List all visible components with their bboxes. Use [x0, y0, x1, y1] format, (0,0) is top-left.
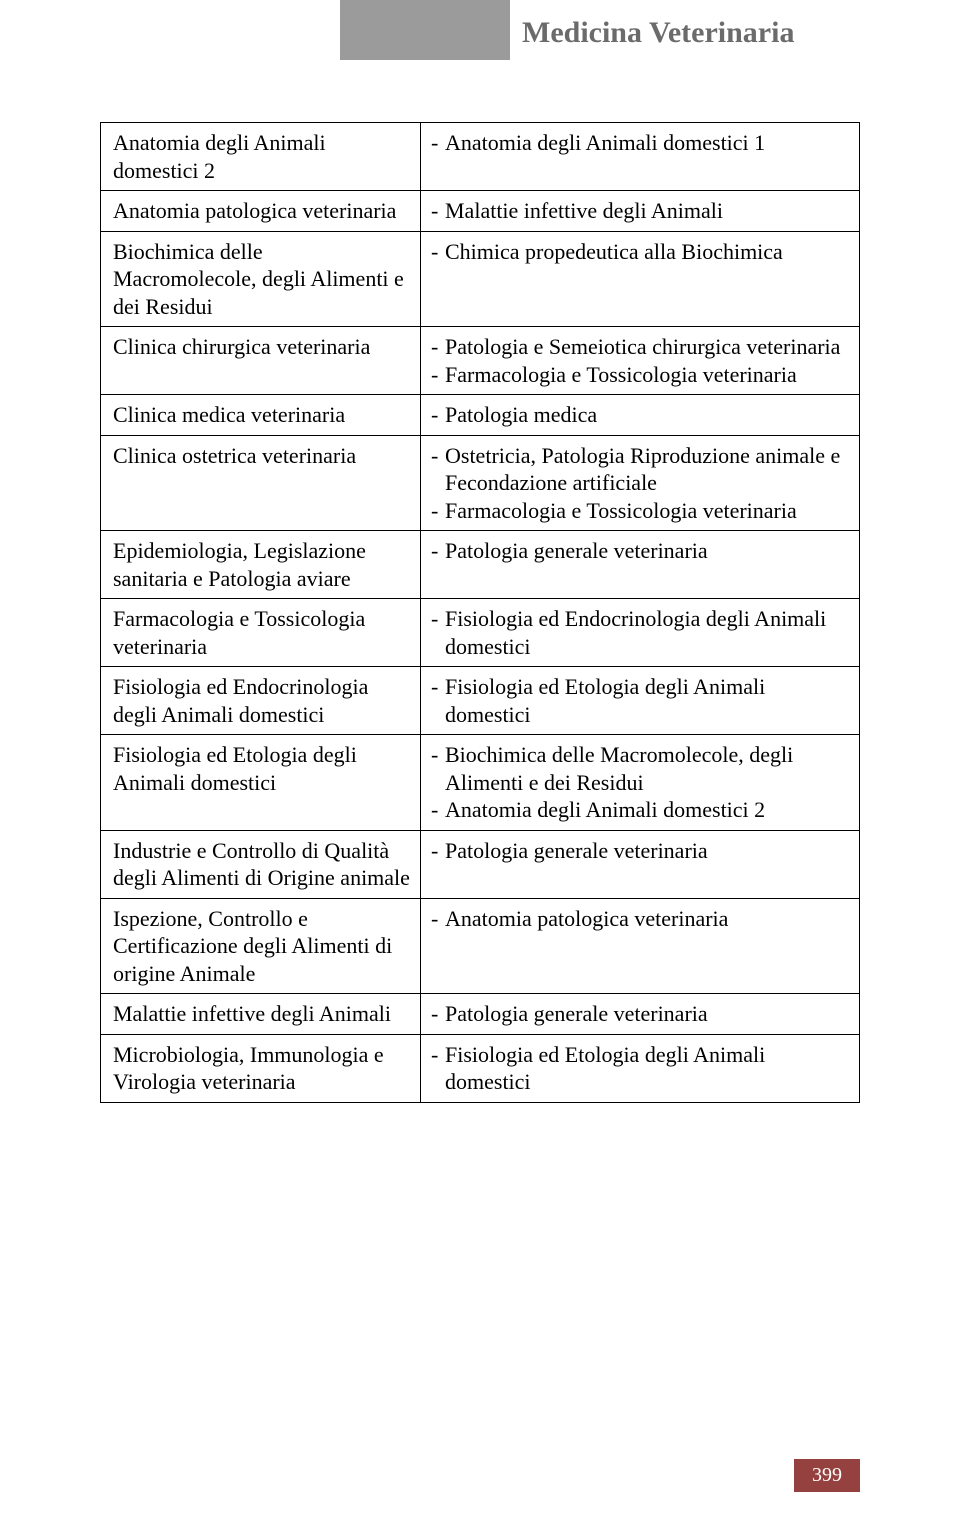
- prerequisite-item: -Biochimica delle Macromolecole, degli A…: [431, 741, 847, 796]
- table-row: Microbiologia, Immunologia e Virologia v…: [101, 1035, 859, 1102]
- prerequisite-cell: -Fisiologia ed Endocrinologia degli Anim…: [421, 599, 859, 666]
- prerequisite-item: -Patologia generale veterinaria: [431, 837, 847, 865]
- prerequisite-cell: -Patologia generale veterinaria: [421, 531, 859, 598]
- prerequisite-text: Fisiologia ed Endocrinologia degli Anima…: [445, 605, 847, 660]
- prerequisite-cell: -Malattie infettive degli Animali: [421, 191, 859, 231]
- prerequisite-text: Fisiologia ed Etologia degli Animali dom…: [445, 673, 847, 728]
- header-region: Medicina Veterinaria: [0, 0, 960, 80]
- prerequisite-cell: -Ostetricia, Patologia Riproduzione anim…: [421, 436, 859, 531]
- prerequisite-text: Patologia e Semeiotica chirurgica veteri…: [445, 333, 847, 361]
- prerequisite-item: -Fisiologia ed Endocrinologia degli Anim…: [431, 605, 847, 660]
- dash-icon: -: [431, 497, 445, 525]
- table-row: Anatomia patologica veterinaria-Malattie…: [101, 191, 859, 232]
- dash-icon: -: [431, 537, 445, 565]
- table-row: Fisiologia ed Endocrinologia degli Anima…: [101, 667, 859, 735]
- prerequisite-item: -Farmacologia e Tossicologia veterinaria: [431, 497, 847, 525]
- page-number: 399: [794, 1459, 860, 1492]
- table-row: Clinica chirurgica veterinaria-Patologia…: [101, 327, 859, 395]
- table-row: Clinica medica veterinaria-Patologia med…: [101, 395, 859, 436]
- dash-icon: -: [431, 905, 445, 933]
- dash-icon: -: [431, 442, 445, 497]
- prerequisite-item: -Farmacologia e Tossicologia veterinaria: [431, 361, 847, 389]
- prerequisite-item: -Fisiologia ed Etologia degli Animali do…: [431, 1041, 847, 1096]
- prerequisites-table: Anatomia degli Animali domestici 2-Anato…: [100, 122, 860, 1103]
- table-row: Fisiologia ed Etologia degli Animali dom…: [101, 735, 859, 831]
- subject-cell: Malattie infettive degli Animali: [101, 994, 421, 1034]
- dash-icon: -: [431, 401, 445, 429]
- prerequisite-item: -Malattie infettive degli Animali: [431, 197, 847, 225]
- subject-cell: Clinica ostetrica veterinaria: [101, 436, 421, 531]
- prerequisite-text: Anatomia degli Animali domestici 2: [445, 796, 847, 824]
- dash-icon: -: [431, 238, 445, 266]
- dash-icon: -: [431, 129, 445, 157]
- subject-cell: Clinica chirurgica veterinaria: [101, 327, 421, 394]
- prerequisite-cell: -Chimica propedeutica alla Biochimica: [421, 232, 859, 327]
- subject-cell: Farmacologia e Tossicologia veterinaria: [101, 599, 421, 666]
- subject-cell: Industrie e Controllo di Qualità degli A…: [101, 831, 421, 898]
- subject-cell: Ispezione, Controllo e Certificazione de…: [101, 899, 421, 994]
- prerequisite-cell: -Anatomia patologica veterinaria: [421, 899, 859, 994]
- dash-icon: -: [431, 605, 445, 660]
- page-title: Medicina Veterinaria: [522, 16, 794, 50]
- subject-cell: Anatomia degli Animali domestici 2: [101, 123, 421, 190]
- prerequisite-item: -Anatomia patologica veterinaria: [431, 905, 847, 933]
- prerequisite-cell: -Fisiologia ed Etologia degli Animali do…: [421, 667, 859, 734]
- subject-cell: Epidemiologia, Legislazione sanitaria e …: [101, 531, 421, 598]
- table-row: Industrie e Controllo di Qualità degli A…: [101, 831, 859, 899]
- prerequisite-item: -Fisiologia ed Etologia degli Animali do…: [431, 673, 847, 728]
- prerequisite-text: Fisiologia ed Etologia degli Animali dom…: [445, 1041, 847, 1096]
- header-tab: [340, 0, 510, 60]
- prerequisite-cell: -Patologia generale veterinaria: [421, 994, 859, 1034]
- dash-icon: -: [431, 1041, 445, 1096]
- table-row: Anatomia degli Animali domestici 2-Anato…: [101, 123, 859, 191]
- dash-icon: -: [431, 796, 445, 824]
- dash-icon: -: [431, 673, 445, 728]
- subject-cell: Microbiologia, Immunologia e Virologia v…: [101, 1035, 421, 1102]
- prerequisite-text: Anatomia patologica veterinaria: [445, 905, 847, 933]
- prerequisite-text: Farmacologia e Tossicologia veterinaria: [445, 497, 847, 525]
- prerequisite-cell: -Patologia e Semeiotica chirurgica veter…: [421, 327, 859, 394]
- table-row: Epidemiologia, Legislazione sanitaria e …: [101, 531, 859, 599]
- table-row: Malattie infettive degli Animali-Patolog…: [101, 994, 859, 1035]
- dash-icon: -: [431, 837, 445, 865]
- table-row: Farmacologia e Tossicologia veterinaria-…: [101, 599, 859, 667]
- prerequisite-text: Patologia generale veterinaria: [445, 837, 847, 865]
- dash-icon: -: [431, 741, 445, 796]
- prerequisite-text: Malattie infettive degli Animali: [445, 197, 847, 225]
- prerequisite-text: Farmacologia e Tossicologia veterinaria: [445, 361, 847, 389]
- prerequisite-cell: -Fisiologia ed Etologia degli Animali do…: [421, 1035, 859, 1102]
- prerequisite-item: -Patologia medica: [431, 401, 847, 429]
- prerequisite-text: Biochimica delle Macromolecole, degli Al…: [445, 741, 847, 796]
- prerequisite-item: -Patologia generale veterinaria: [431, 537, 847, 565]
- prerequisite-text: Patologia generale veterinaria: [445, 1000, 847, 1028]
- prerequisite-text: Patologia generale veterinaria: [445, 537, 847, 565]
- prerequisite-cell: -Biochimica delle Macromolecole, degli A…: [421, 735, 859, 830]
- dash-icon: -: [431, 333, 445, 361]
- prerequisite-item: -Ostetricia, Patologia Riproduzione anim…: [431, 442, 847, 497]
- subject-cell: Biochimica delle Macromolecole, degli Al…: [101, 232, 421, 327]
- prerequisite-cell: -Anatomia degli Animali domestici 1: [421, 123, 859, 190]
- prerequisite-item: -Patologia generale veterinaria: [431, 1000, 847, 1028]
- prerequisite-text: Anatomia degli Animali domestici 1: [445, 129, 847, 157]
- subject-cell: Anatomia patologica veterinaria: [101, 191, 421, 231]
- prerequisite-item: -Anatomia degli Animali domestici 1: [431, 129, 847, 157]
- dash-icon: -: [431, 361, 445, 389]
- table-row: Biochimica delle Macromolecole, degli Al…: [101, 232, 859, 328]
- prerequisite-item: -Chimica propedeutica alla Biochimica: [431, 238, 847, 266]
- subject-cell: Fisiologia ed Endocrinologia degli Anima…: [101, 667, 421, 734]
- prerequisite-cell: -Patologia generale veterinaria: [421, 831, 859, 898]
- prerequisite-text: Ostetricia, Patologia Riproduzione anima…: [445, 442, 847, 497]
- prerequisite-item: -Patologia e Semeiotica chirurgica veter…: [431, 333, 847, 361]
- subject-cell: Fisiologia ed Etologia degli Animali dom…: [101, 735, 421, 830]
- table-row: Clinica ostetrica veterinaria-Ostetricia…: [101, 436, 859, 532]
- prerequisite-text: Chimica propedeutica alla Biochimica: [445, 238, 847, 266]
- dash-icon: -: [431, 197, 445, 225]
- prerequisite-item: -Anatomia degli Animali domestici 2: [431, 796, 847, 824]
- subject-cell: Clinica medica veterinaria: [101, 395, 421, 435]
- dash-icon: -: [431, 1000, 445, 1028]
- prerequisite-text: Patologia medica: [445, 401, 847, 429]
- table-row: Ispezione, Controllo e Certificazione de…: [101, 899, 859, 995]
- prerequisite-cell: -Patologia medica: [421, 395, 859, 435]
